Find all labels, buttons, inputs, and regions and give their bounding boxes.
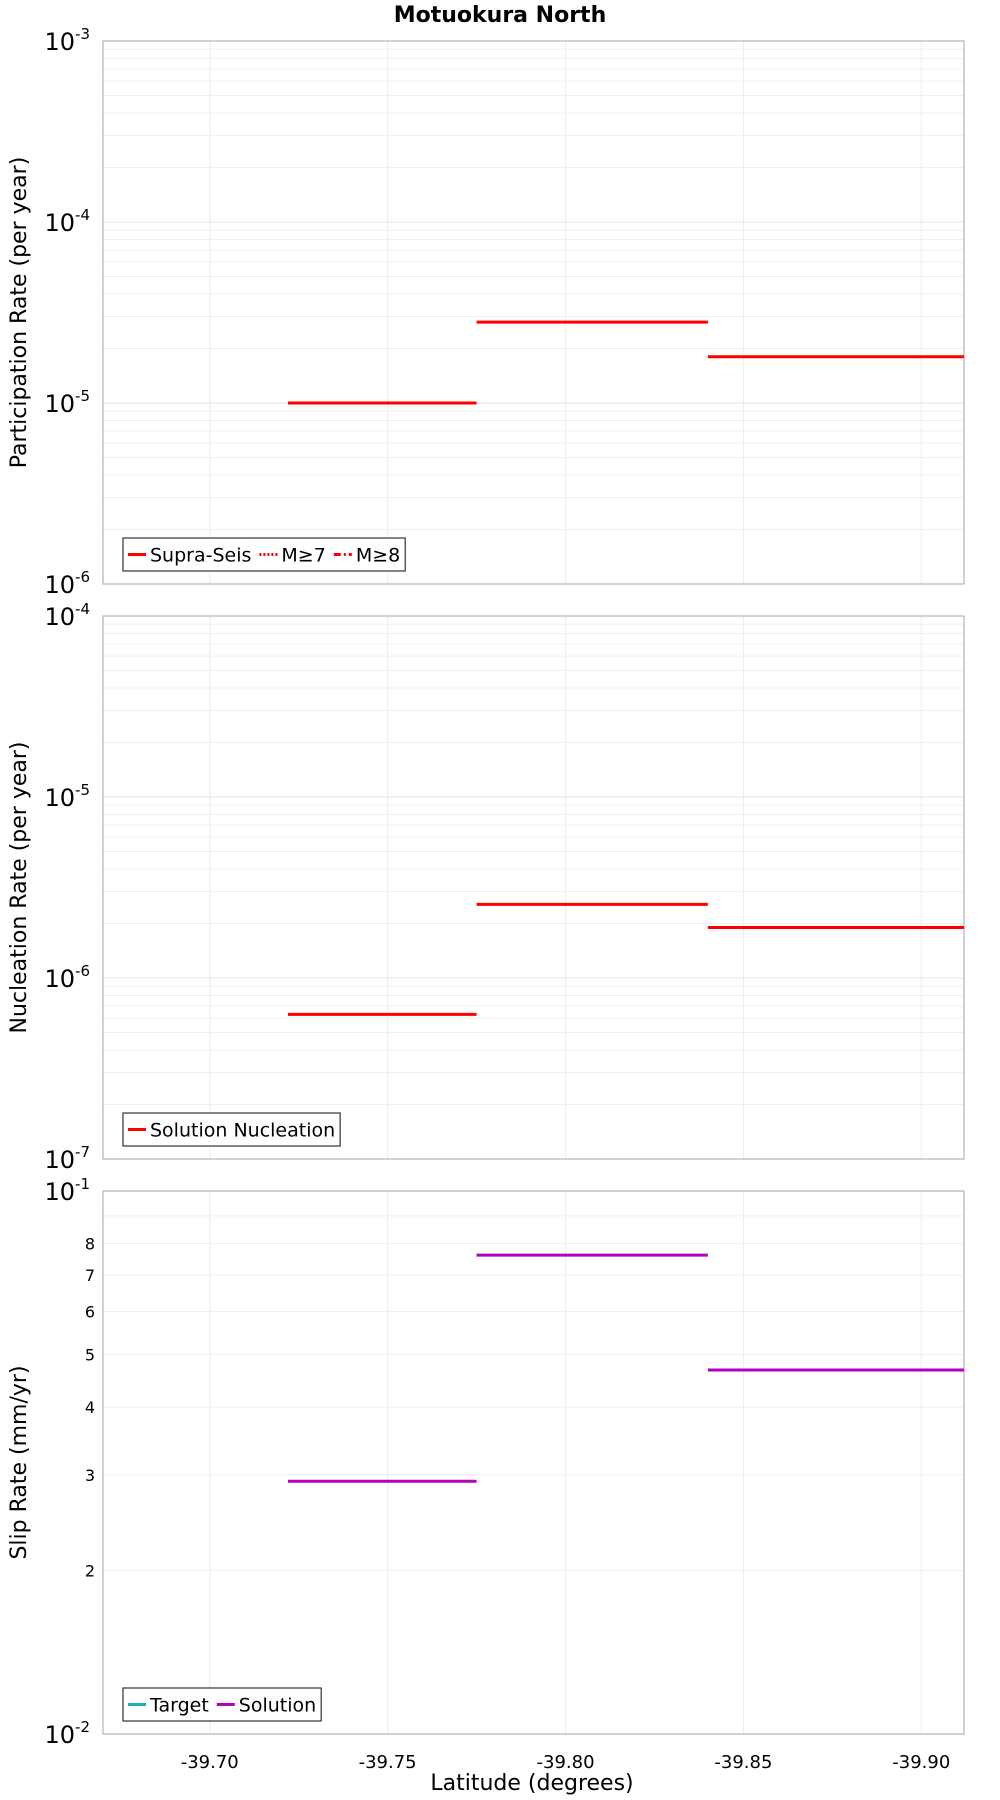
legend: Target Solution (122, 1687, 322, 1722)
y-tick-label: 10-4 (44, 206, 90, 237)
figure-title: Motuokura North (394, 3, 607, 28)
y-minor-tick-label: 3 (85, 1466, 95, 1485)
x-tick-label: -39.70 (181, 1752, 239, 1773)
y-minor-tick-label: 5 (85, 1345, 95, 1364)
x-tick-label: -39.75 (359, 1752, 417, 1773)
y-minor-tick-label: 8 (85, 1235, 95, 1254)
legend-label: Supra-Seis (150, 545, 251, 567)
chart-panel-3: 10-2 10-1 2 3 4 5 6 7 8 Slip Rate (mm/yr) Target So… (7, 1175, 965, 1749)
y-tick-label: 10-6 (44, 568, 90, 599)
y-minor-tick-label: 4 (85, 1398, 95, 1417)
y-tick-label: 10-5 (44, 781, 90, 812)
y-tick-label: 10-4 (44, 600, 90, 631)
legend-label: M≥8 (356, 545, 400, 567)
chart-panel-1: 10-6 10-5 10-4 10-3 Participation Rate (per … (7, 25, 965, 599)
y-axis-label: Slip Rate (mm/yr) (7, 1365, 32, 1559)
legend-label: Solution (239, 1695, 316, 1717)
plot-frame (102, 615, 965, 1160)
legend-label: Target (149, 1695, 209, 1717)
legend-label: Solution Nucleation (150, 1120, 335, 1142)
y-tick-label: 10-5 (44, 387, 90, 418)
y-axis-label: Nucleation Rate (per year) (7, 742, 32, 1034)
y-tick-label: 10-1 (44, 1175, 90, 1206)
y-axis-label: Participation Rate (per year) (7, 157, 32, 469)
legend: Supra-Seis M≥7 M≥8 (122, 537, 406, 572)
plot-frame (102, 40, 965, 585)
y-minor-tick-label: 7 (85, 1266, 95, 1285)
x-tick-label: -39.85 (714, 1752, 772, 1773)
legend-label: M≥7 (281, 545, 325, 567)
y-tick-label: 10-3 (44, 25, 90, 56)
x-tick-label: -39.80 (537, 1752, 595, 1773)
x-axis-label: Latitude (degrees) (430, 1771, 633, 1796)
legend-box (122, 1112, 341, 1147)
y-tick-label: 10-2 (44, 1718, 90, 1749)
legend: Solution Nucleation (122, 1112, 341, 1147)
y-minor-tick-label: 6 (85, 1302, 95, 1321)
chart-panel-2: 10-7 10-6 10-5 10-4 Nucleation Rate (per yea… (7, 600, 965, 1174)
x-tick-label: -39.90 (892, 1752, 950, 1773)
plot-frame (102, 1190, 965, 1735)
y-tick-label: 10-6 (44, 962, 90, 993)
y-tick-label: 10-7 (44, 1143, 90, 1174)
y-minor-tick-label: 2 (85, 1562, 95, 1581)
